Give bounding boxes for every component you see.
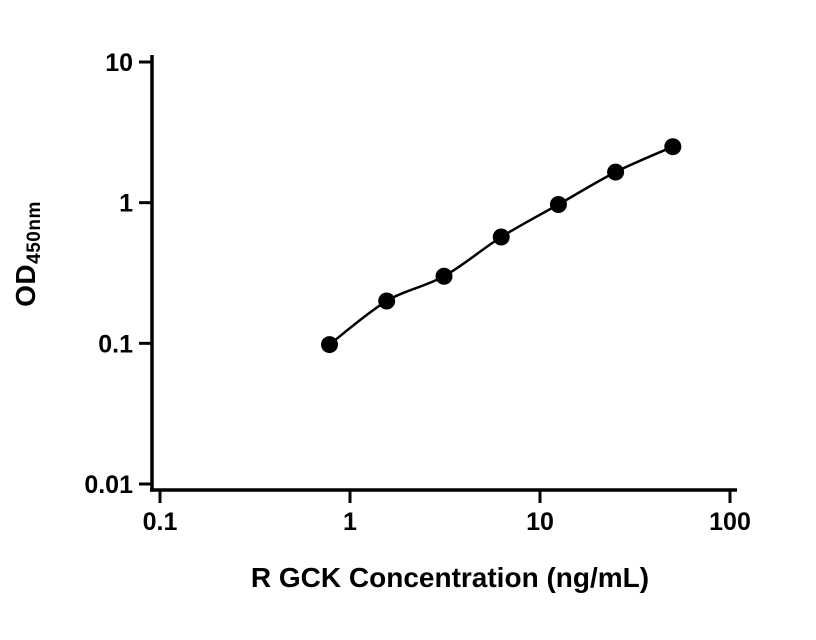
data-point-marker <box>320 336 338 354</box>
data-point-marker <box>607 163 625 181</box>
data-point-marker <box>492 228 510 246</box>
data-point-marker <box>664 138 682 156</box>
data-point-marker <box>549 196 567 214</box>
x-tick-label: 10 <box>526 508 554 536</box>
x-tick-label: 1 <box>343 508 357 536</box>
y-tick-label: 0.01 <box>84 471 133 499</box>
y-tick-label: 10 <box>105 49 133 77</box>
y-axis-title-sub: 450nm <box>24 201 45 264</box>
x-axis-title: R GCK Concentration (ng/mL) <box>250 562 650 593</box>
y-axis-title-main: OD <box>10 263 41 307</box>
data-point-marker <box>378 292 396 310</box>
y-tick-label: 0.1 <box>98 330 133 358</box>
x-tick-label: 100 <box>709 508 751 536</box>
x-tick-label: 0.1 <box>143 508 178 536</box>
y-axis-title: OD450nm <box>10 154 46 354</box>
data-point-marker <box>435 267 453 285</box>
y-tick-label: 1 <box>119 190 133 218</box>
